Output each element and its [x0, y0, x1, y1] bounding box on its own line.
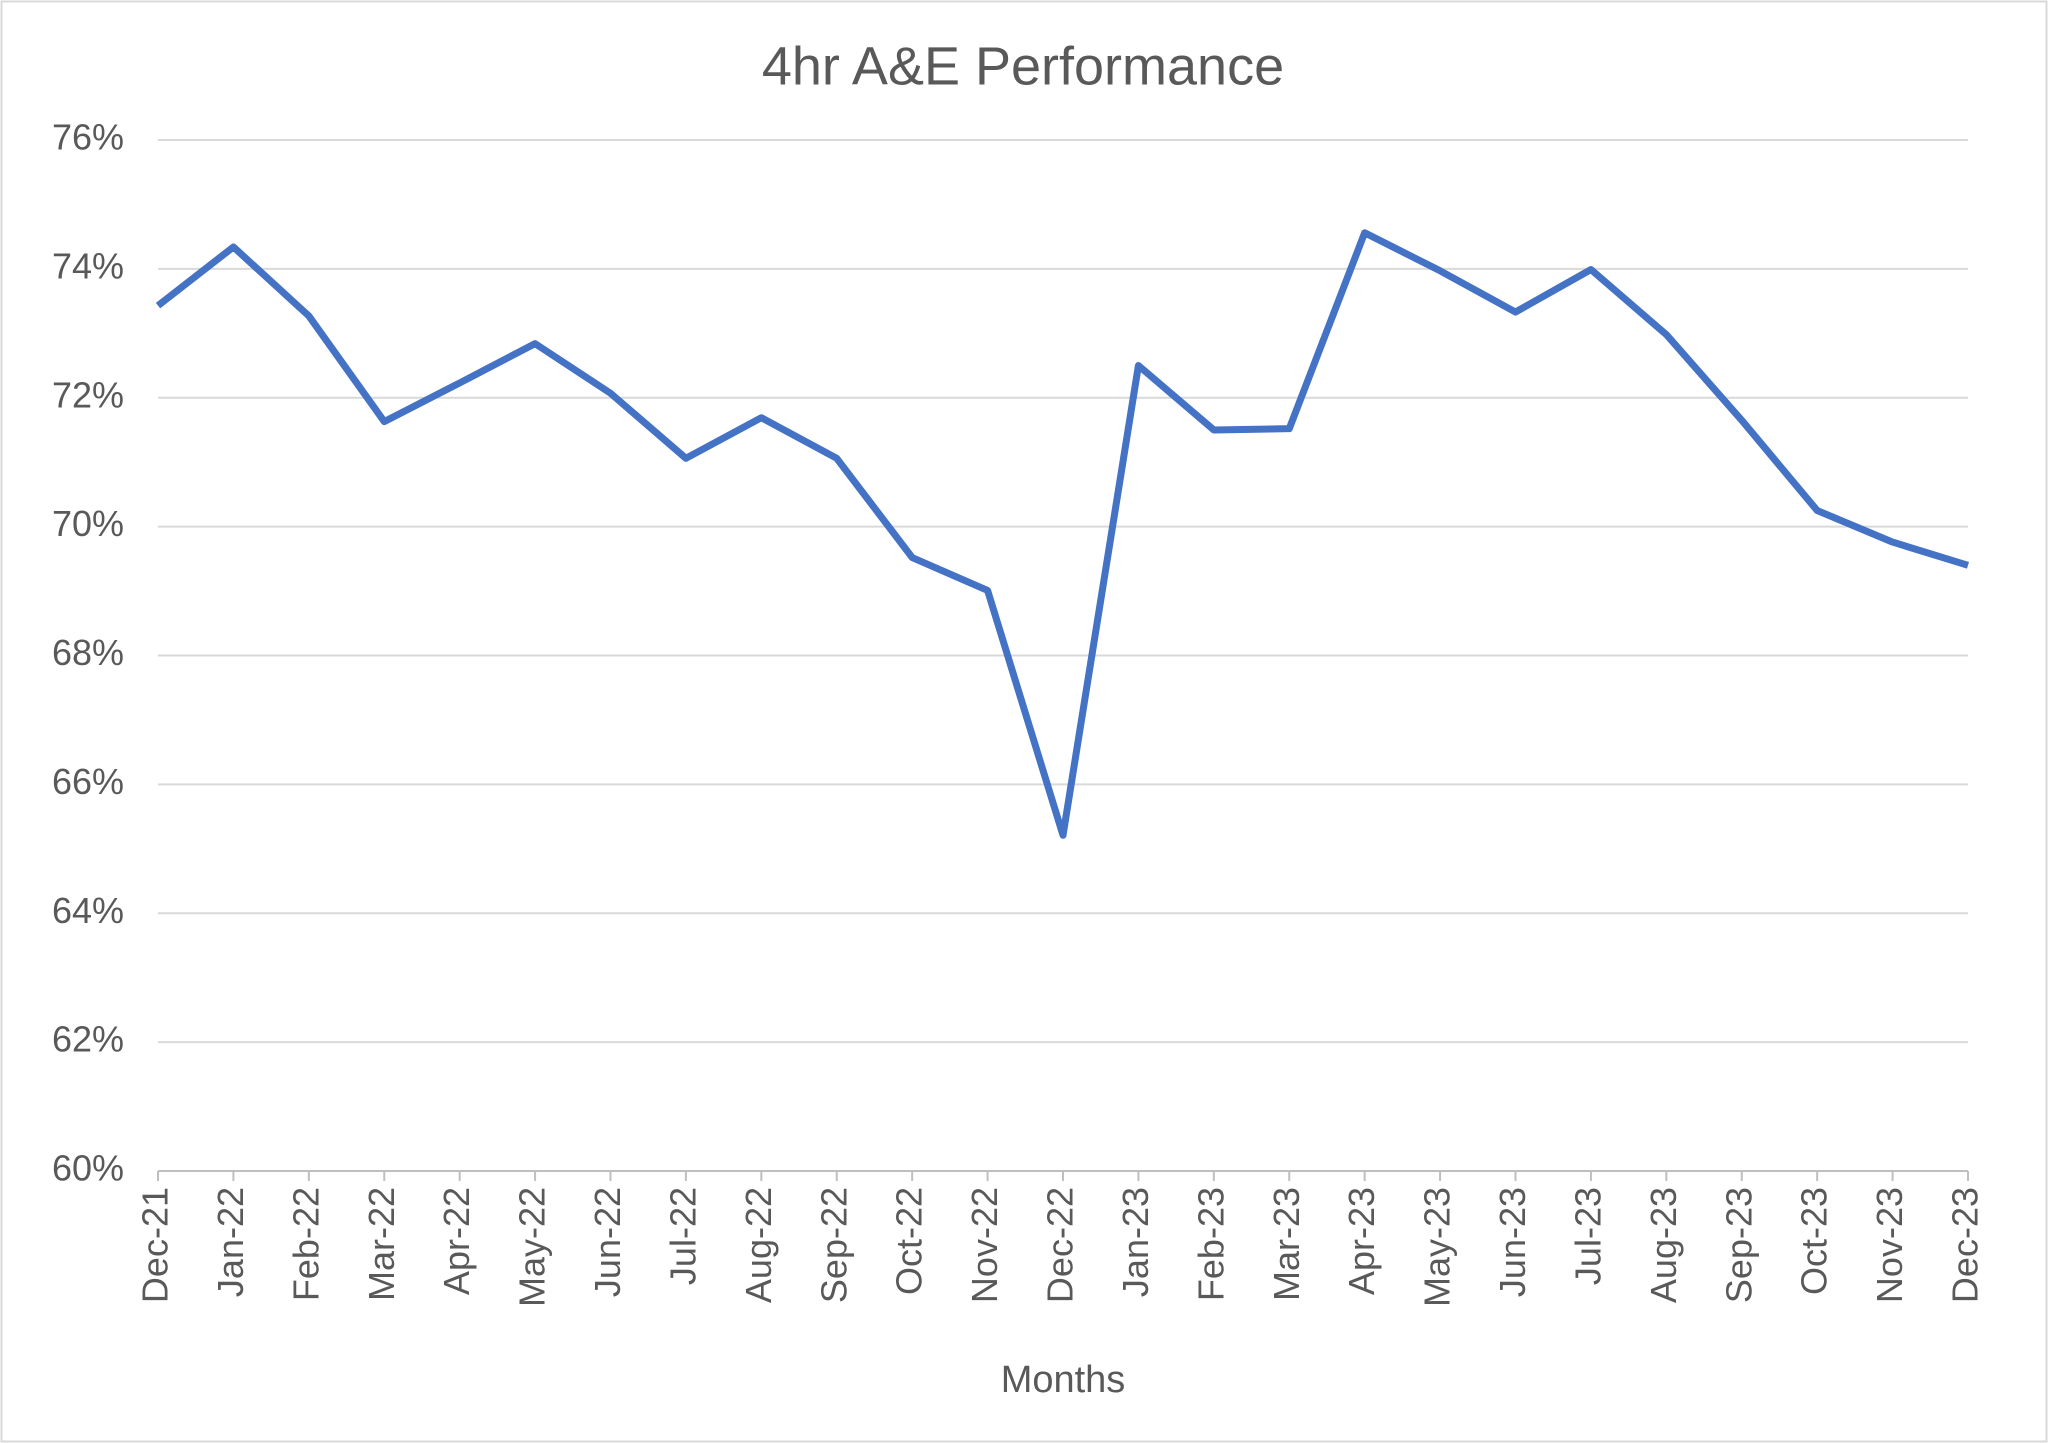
y-tick-label: 66% [52, 761, 124, 802]
x-axis-title: Months [1001, 1359, 1126, 1401]
y-tick-label: 76% [52, 117, 124, 158]
x-tick-label: Mar-23 [1266, 1187, 1307, 1301]
x-tick-label: Oct-22 [889, 1187, 930, 1295]
x-tick-label: Jun-23 [1492, 1187, 1533, 1297]
x-tick-label: Sep-23 [1718, 1187, 1759, 1303]
y-tick-label: 74% [52, 245, 124, 286]
x-tick-label: Jun-22 [587, 1187, 628, 1297]
x-tick-label: Feb-22 [285, 1187, 326, 1301]
x-tick-label: Feb-23 [1190, 1187, 1231, 1301]
x-tick-label: Dec-21 [135, 1187, 176, 1303]
y-tick-label: 62% [52, 1019, 124, 1060]
y-tick-label: 68% [52, 632, 124, 673]
x-tick-label: Nov-23 [1869, 1187, 1910, 1303]
y-tick-label: 64% [52, 890, 124, 931]
x-tick-label: May-23 [1417, 1187, 1458, 1307]
x-tick-label: Apr-23 [1341, 1187, 1382, 1295]
x-tick-label: May-22 [512, 1187, 553, 1307]
x-tick-label: Sep-22 [813, 1187, 854, 1303]
x-tick-label: Jul-23 [1567, 1187, 1608, 1285]
x-tick-label: Dec-23 [1945, 1187, 1986, 1303]
chart-title: 4hr A&E Performance [762, 36, 1284, 96]
data-line [155, 229, 1970, 839]
x-tick-label: Dec-22 [1040, 1187, 1081, 1303]
x-tick-label: Aug-22 [738, 1187, 779, 1303]
x-tick-label: Mar-22 [361, 1187, 402, 1301]
x-tick-label: Jan-22 [210, 1187, 251, 1297]
y-tick-label: 60% [52, 1148, 124, 1189]
x-tick-label: Aug-23 [1643, 1187, 1684, 1303]
y-tick-label: 72% [52, 374, 124, 415]
y-tick-label: 70% [52, 503, 124, 544]
x-tick-label: Jul-22 [662, 1187, 703, 1285]
x-tick-label: Nov-22 [964, 1187, 1005, 1303]
x-tick-label: Jan-23 [1115, 1187, 1156, 1297]
x-tick-label: Apr-22 [436, 1187, 477, 1295]
x-tick-label: Oct-23 [1794, 1187, 1835, 1295]
